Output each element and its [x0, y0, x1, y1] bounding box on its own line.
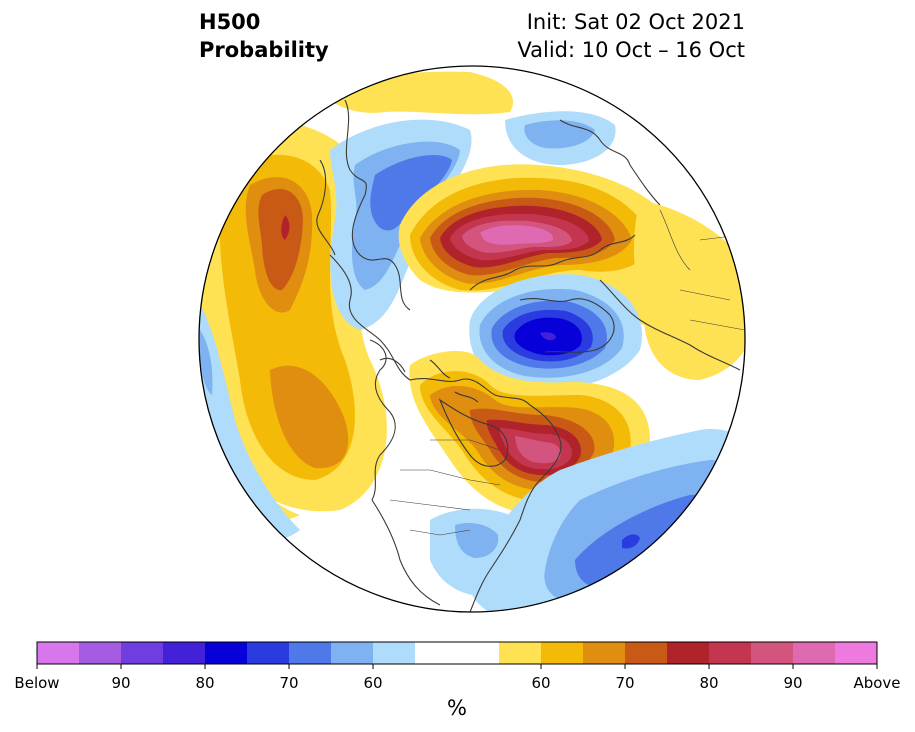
colorbar-cell [751, 642, 794, 664]
colorbar-frame [36, 641, 878, 665]
colorbar-cell [247, 642, 290, 664]
coastlines [316, 99, 745, 612]
valid-range: Valid: 10 Oct – 16 Oct [517, 38, 745, 62]
colorbar-tick-label: Above [853, 674, 901, 692]
north-america-east-coast [409, 378, 562, 612]
colorbar-cell [373, 642, 416, 664]
colorbar-cell [709, 642, 752, 664]
colorbar-cells [37, 642, 878, 664]
kamchatka-coastline [316, 159, 336, 256]
colorbar-cell [79, 642, 122, 664]
colorbar-tick-label: Below [14, 674, 60, 692]
product-title: Probability [199, 38, 329, 62]
colorbar-cell [667, 642, 710, 664]
state-borders [389, 439, 501, 536]
anomaly-below-arctic [469, 274, 642, 391]
colorbar-cell [835, 642, 878, 664]
colorbar-tick-label: 60 [363, 674, 383, 692]
anomaly-above-barents [398, 164, 745, 330]
colorbar-cell [121, 642, 164, 664]
colorbar-tick-label: 70 [279, 674, 299, 692]
greenland-coast [519, 298, 615, 353]
units-label: % [447, 696, 467, 720]
variable-title: H500 [199, 10, 261, 34]
country-borders [659, 209, 745, 331]
anomaly-below-east-us [430, 508, 527, 596]
init-date: Init: Sat 02 Oct 2021 [526, 10, 745, 34]
probability-shading [199, 71, 745, 612]
colorbar-cell [205, 642, 248, 664]
plot-title-right: Init: Sat 02 Oct 2021 Valid: 10 Oct – 16… [517, 8, 745, 64]
scandinavia-coast [559, 119, 661, 206]
globe-boundary [198, 65, 746, 613]
polar-probability-map [198, 65, 746, 613]
colorbar-cell [163, 642, 206, 664]
colorbar-tick-label: 80 [699, 674, 719, 692]
siberia-coastline [344, 99, 411, 311]
hudson-bay [438, 398, 509, 467]
colorbar-cell [415, 642, 458, 664]
colorbar-cell [289, 642, 332, 664]
mexico-coastline [371, 499, 441, 606]
colorbar-cell [37, 642, 80, 664]
colorbar-tick-label: 70 [615, 674, 635, 692]
plot-title-left: H500 Probability [199, 8, 329, 64]
colorbar-cell [625, 642, 668, 664]
colorbar-tick-label: 80 [195, 674, 215, 692]
colorbar-ticks [36, 664, 878, 669]
colorbar-tick-label: 90 [783, 674, 803, 692]
colorbar-tick-label: 90 [111, 674, 131, 692]
colorbar-tick-label: 60 [531, 674, 551, 692]
colorbar-cell [331, 642, 374, 664]
alaska-coastline [329, 254, 411, 381]
colorbar-cell [457, 642, 500, 664]
colorbar-cell [499, 642, 542, 664]
colorbar-cell [583, 642, 626, 664]
north-america-west-coast [369, 339, 396, 501]
arctic-siberia-coast [469, 234, 636, 291]
europe-coast [599, 279, 741, 371]
arctic-islands [379, 357, 479, 403]
colorbar-cell [541, 642, 584, 664]
colorbar-cell [793, 642, 836, 664]
